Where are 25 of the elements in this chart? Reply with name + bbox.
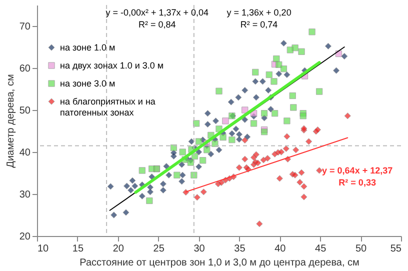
- x-tick-label: 25: [153, 244, 165, 254]
- annotation: y = -0,00x² + 1,37x + 0,04 R² = 0,84: [106, 7, 209, 30]
- x-tick-label: 20: [112, 244, 124, 254]
- y-tick-label: 70: [19, 22, 31, 32]
- y-tick-label: 50: [19, 106, 31, 116]
- y-tick-label: 40: [19, 148, 31, 158]
- x-tick-label: 30: [194, 244, 206, 254]
- legend-label: на благоприятных и на патогенных зонах: [60, 96, 156, 118]
- annotation: y = 1,36x + 0,20 R² = 0,74: [226, 7, 292, 30]
- legend-label: на зоне 3.0 м: [60, 78, 116, 88]
- x-axis-title: Расстояние от центров зон 1,0 и 3,0 м до центра дерева, см: [80, 258, 360, 268]
- x-tick-label: 50: [355, 244, 368, 254]
- legend-label: на зоне 1.0 м: [60, 42, 116, 52]
- x-tick-label: 55: [390, 244, 402, 254]
- x-tick-label: 35: [234, 244, 246, 254]
- y-axis-title: Диаметр дерева, см: [5, 74, 16, 168]
- legend-label: на двух зонах 1.0 и 3.0 м: [60, 60, 164, 70]
- x-tick-label: 15: [72, 244, 84, 254]
- x-tick-label: 45: [315, 244, 327, 254]
- y-tick-label: 60: [19, 64, 31, 74]
- x-tick-label: 40: [274, 244, 286, 254]
- x-tick-label: 10: [38, 244, 50, 254]
- annotation: y = 0,64x + 12,37 R² = 0,33: [322, 166, 393, 188]
- y-tick-label: 20: [19, 232, 31, 242]
- y-tick-label: 30: [19, 190, 31, 200]
